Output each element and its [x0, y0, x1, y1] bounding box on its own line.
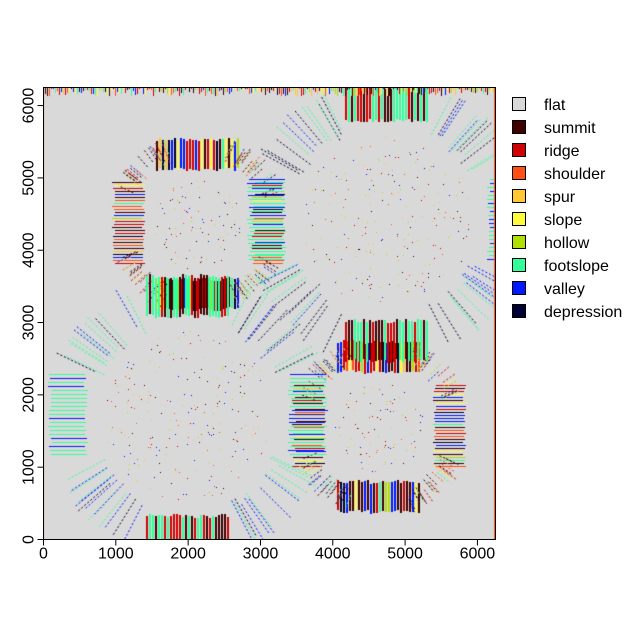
legend-swatch-flat [512, 97, 526, 111]
legend-label: valley [544, 281, 585, 298]
legend-swatch-footslope [512, 258, 526, 272]
y-tick-label: 3000 [21, 305, 38, 341]
y-tick-label: 2000 [21, 377, 38, 413]
legend: flat summit ridge shoulder spur slope hollow fo… [512, 97, 622, 321]
legend-label: spur [544, 189, 576, 206]
legend-label: shoulder [544, 166, 606, 183]
plot-frame [43, 87, 496, 540]
legend-swatch-ridge [512, 143, 526, 157]
y-tick-label: 1000 [21, 449, 38, 485]
legend-label: summit [544, 120, 596, 137]
landform-raster [43, 87, 495, 539]
y-tick-label: 5000 [21, 160, 38, 196]
y-axis: 0 1000 2000 3000 4000 5000 6000 [21, 88, 44, 544]
legend-swatch-depression [512, 304, 526, 318]
legend-label: footslope [544, 258, 609, 275]
legend-swatch-shoulder [512, 166, 526, 180]
legend-label: depression [544, 304, 622, 321]
legend-swatch-summit [512, 120, 526, 134]
legend-swatch-hollow [512, 235, 526, 249]
legend-label: ridge [544, 143, 580, 160]
legend-swatch-valley [512, 281, 526, 295]
legend-label: hollow [544, 235, 590, 252]
x-tick-label: 3000 [243, 546, 279, 563]
y-tick-label: 4000 [21, 232, 38, 268]
y-tick-label: 6000 [21, 88, 38, 124]
y-tick-label: 0 [21, 535, 38, 544]
legend-label: flat [544, 97, 566, 114]
x-tick-label: 6000 [460, 546, 496, 563]
legend-swatch-slope [512, 212, 526, 226]
x-tick-label: 5000 [387, 546, 423, 563]
x-tick-label: 1000 [98, 546, 134, 563]
x-tick-label: 4000 [315, 546, 351, 563]
x-tick-label: 2000 [170, 546, 206, 563]
legend-label: slope [544, 212, 582, 229]
legend-swatch-spur [512, 189, 526, 203]
x-axis: 0 1000 2000 3000 4000 5000 6000 [39, 539, 496, 563]
x-tick-label: 0 [39, 546, 48, 563]
